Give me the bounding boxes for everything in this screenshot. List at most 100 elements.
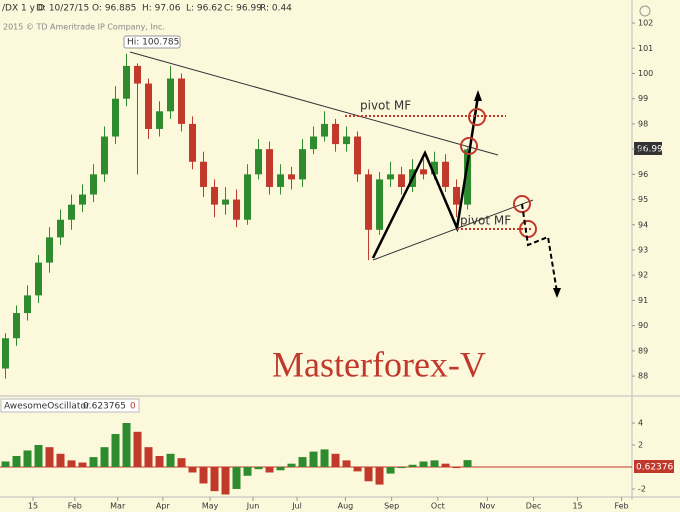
y-tick-label: 88: [638, 372, 648, 381]
bar: [232, 466, 241, 489]
info: D: 10/27/15: [36, 4, 89, 14]
candle-body: [35, 262, 43, 296]
y-tick-label: 89: [638, 346, 648, 355]
x-tick-label: Apr: [156, 502, 171, 511]
info: R: 0.44: [260, 4, 292, 14]
x-tick-label: Dec: [526, 502, 541, 511]
bar: [188, 466, 197, 473]
bar: [210, 466, 219, 492]
y-tick-label: 97: [638, 145, 648, 154]
candle-body: [365, 174, 373, 230]
bar: [463, 460, 472, 467]
subtitle: 2015 © TD Ameritrade IP Company, Inc.: [3, 23, 165, 32]
chart-title: /DX 1 y D: [2, 4, 45, 14]
bar: [364, 466, 373, 482]
bar: [133, 431, 142, 467]
bar: [56, 453, 65, 467]
candle-body: [398, 174, 406, 187]
bar: [144, 447, 153, 467]
candle-body: [123, 65, 131, 99]
y-tick-label: 100: [638, 69, 653, 78]
bar: [441, 463, 450, 467]
candle-body: [222, 199, 230, 205]
bar: [166, 453, 175, 467]
candle-body: [57, 219, 65, 238]
bar: [177, 458, 186, 467]
candle-body: [145, 83, 153, 129]
bar: [34, 444, 43, 467]
bar: [342, 460, 351, 467]
candle-body: [189, 123, 197, 162]
price-box: [634, 142, 662, 155]
x-tick-label: Feb: [614, 502, 628, 511]
x-tick-label: Aug: [338, 502, 354, 511]
settings-icon[interactable]: [639, 5, 651, 17]
candle-body: [13, 313, 21, 339]
bar: [276, 466, 285, 471]
bar: [111, 433, 120, 467]
candle-body: [288, 174, 296, 180]
x-tick-label: Mar: [110, 502, 126, 511]
bar: [430, 460, 439, 467]
bar: [12, 455, 21, 467]
y-tick-label: 98: [638, 119, 648, 128]
y-tick-label: 92: [638, 271, 648, 280]
candle-body: [299, 149, 307, 180]
bar: [45, 447, 54, 467]
osc-subtitle: 0: [130, 402, 136, 412]
y-tick-label: 4: [638, 418, 643, 427]
bar: [298, 457, 307, 467]
candle-body: [90, 174, 98, 195]
price-label: 96.99: [637, 145, 663, 155]
bar: [100, 447, 109, 467]
annotation: pivot MF: [360, 99, 411, 113]
x-tick-label: Sep: [384, 502, 399, 511]
y-tick-label: 95: [638, 195, 648, 204]
bar: [452, 466, 461, 469]
bar: [397, 466, 406, 469]
candle-body: [68, 204, 76, 220]
candle-body: [134, 65, 142, 84]
candle-body: [233, 199, 241, 220]
bar: [122, 422, 131, 467]
y-tick-label: 90: [638, 321, 648, 330]
bar: [89, 457, 98, 467]
y-tick-label: -2: [638, 484, 646, 493]
candle-body: [376, 179, 384, 230]
candle-body: [101, 136, 109, 175]
candle-body: [79, 194, 87, 205]
y-tick-label: 94: [638, 220, 648, 229]
candle-body: [178, 78, 186, 124]
bar: [386, 466, 395, 474]
x-tick-label: Jun: [246, 502, 260, 511]
candle-body: [112, 98, 120, 137]
candle-body: [244, 174, 252, 220]
candle-body: [310, 136, 318, 150]
candle-body: [387, 174, 395, 180]
bar: [287, 463, 296, 467]
candle-body: [2, 338, 10, 369]
bar: [419, 461, 428, 467]
bar: [78, 462, 87, 467]
hi-box: [123, 35, 181, 49]
y-tick-label: 99: [638, 94, 648, 103]
bar: [199, 466, 208, 484]
candle-body: [354, 136, 362, 175]
x-tick-label: 15: [572, 502, 582, 511]
osc-header: [0, 398, 140, 413]
y-tick-label: 102: [638, 19, 653, 28]
candle-body: [332, 123, 340, 145]
info: C: 96.99: [224, 4, 262, 14]
candle-body: [24, 295, 32, 314]
bar: [243, 466, 252, 476]
bar: [408, 464, 417, 467]
bar: [23, 450, 32, 467]
info: H: 97.06: [142, 4, 181, 14]
y-tick-label: 96: [638, 170, 648, 179]
annotation: Hi: 100.785: [127, 38, 179, 48]
candle-body: [266, 149, 274, 187]
candle-body: [442, 161, 450, 187]
candle-body: [464, 149, 472, 205]
